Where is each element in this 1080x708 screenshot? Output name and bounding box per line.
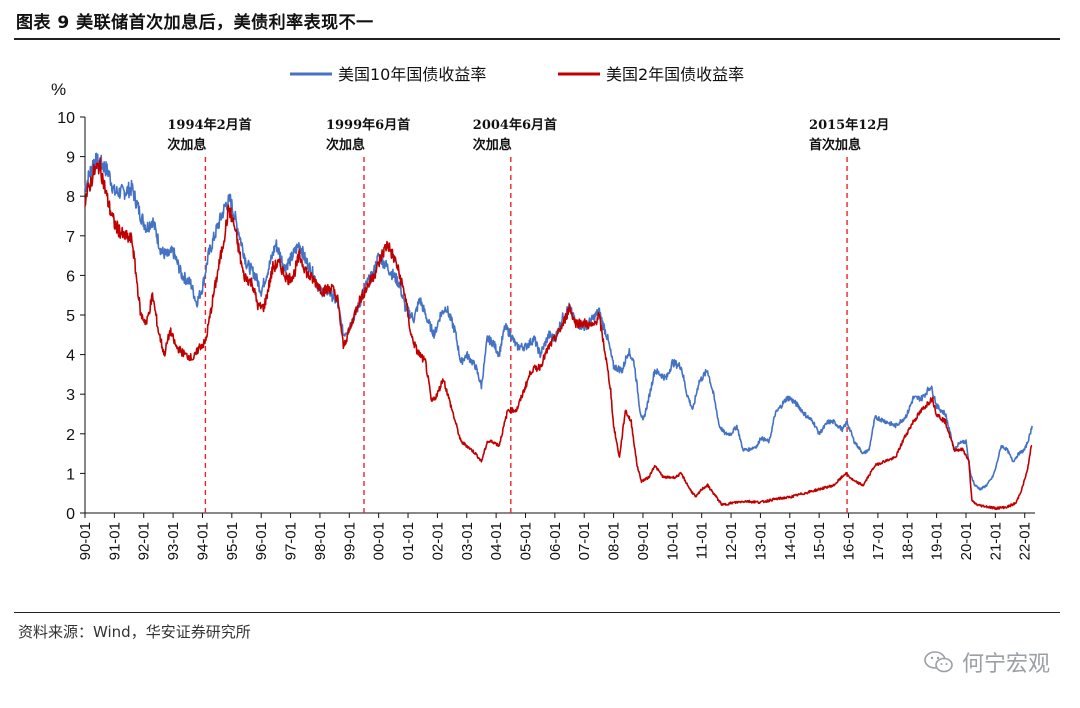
chart-axes: % 0 1 2 3 4 5 6 7 8 9 10 90-01 91-01 92-01 93-01 94-01 95…: [51, 80, 1035, 560]
figure-title: 图表 9 美联储首次加息后，美债利率表现不一: [16, 13, 374, 33]
x-tick-label: 05-01: [517, 522, 534, 560]
hike-annotation-text: 1994年2月首: [167, 117, 251, 133]
x-tick-label: 96-01: [253, 522, 270, 560]
y-tick-label: 9: [66, 150, 75, 167]
x-tick-label: 06-01: [547, 522, 564, 560]
x-tick-label: 17-01: [870, 522, 887, 560]
x-tick-label: 16-01: [841, 522, 858, 560]
legend-label: 美国10年国债收益率: [338, 65, 486, 84]
y-tick-label: 10: [57, 110, 75, 127]
x-tick-label: 13-01: [752, 522, 769, 560]
x-tick-label: 14-01: [782, 522, 799, 560]
wechat-icon: [924, 651, 953, 673]
hike-annotation-text: 首次加息: [809, 137, 861, 153]
y-tick-label: 1: [66, 466, 75, 483]
series-line: [84, 157, 1033, 511]
source-note: 资料来源：Wind，华安证券研究所: [18, 623, 251, 641]
x-tick-label: 07-01: [576, 522, 593, 560]
hike-annotation-text: 2004年6月首: [473, 117, 557, 133]
x-tick-label: 99-01: [341, 522, 358, 560]
hike-annotation-text: 次加息: [326, 137, 365, 153]
x-tick-label: 21-01: [987, 522, 1004, 560]
y-tick-label: 3: [66, 387, 75, 404]
hike-annotation-text: 次加息: [473, 137, 512, 153]
x-tick-label: 94-01: [194, 522, 211, 560]
legend-label: 美国2年国债收益率: [606, 65, 744, 84]
y-axis-unit: %: [51, 80, 66, 99]
x-tick-label: 00-01: [371, 522, 388, 560]
yield-line-chart: % 0 1 2 3 4 5 6 7 8 9 10 90-01 91-01 92-01 93-01 94-01 95…: [51, 65, 1035, 560]
series-lines: [84, 152, 1033, 511]
bottom-rule: [14, 612, 1060, 613]
x-tick-label: 03-01: [459, 522, 476, 560]
x-tick-label: 15-01: [811, 522, 828, 560]
x-tick-label: 04-01: [488, 522, 505, 560]
y-tick-label: 7: [66, 229, 75, 246]
watermark: 何宁宏观: [924, 646, 1050, 678]
x-tick-label: 10-01: [664, 522, 681, 560]
x-tick-label: 92-01: [136, 522, 153, 560]
x-tick-label: 98-01: [312, 522, 329, 560]
y-tick-label: 0: [66, 506, 75, 523]
watermark-text: 何宁宏观: [961, 652, 1050, 677]
series-line: [84, 152, 1033, 491]
x-tick-label: 95-01: [224, 522, 241, 560]
hike-annotations: 1994年2月首次加息1999年6月首次加息2004年6月首次加息2015年12…: [167, 117, 889, 513]
y-tick-label: 6: [66, 268, 75, 285]
x-tick-label: 90-01: [77, 522, 94, 560]
x-tick-label: 97-01: [283, 522, 300, 560]
x-tick-label: 22-01: [1017, 522, 1034, 560]
y-tick-label: 4: [66, 348, 75, 365]
x-tick-label: 12-01: [723, 522, 740, 560]
x-tick-label: 11-01: [694, 522, 711, 559]
x-tick-label: 01-01: [400, 522, 417, 560]
x-tick-label: 08-01: [606, 522, 623, 560]
hike-annotation-text: 次加息: [167, 137, 206, 153]
y-tick-label: 2: [66, 427, 75, 444]
y-tick-label: 8: [66, 189, 75, 206]
top-rule: [14, 38, 1060, 40]
x-tick-label: 91-01: [106, 522, 123, 560]
x-tick-label: 09-01: [635, 522, 652, 560]
y-tick-label: 5: [66, 308, 75, 325]
chart-legend: 美国10年国债收益率 美国2年国债收益率: [290, 65, 744, 84]
x-tick-label: 93-01: [165, 522, 182, 560]
x-tick-label: 02-01: [429, 522, 446, 560]
hike-annotation-text: 2015年12月: [809, 117, 889, 133]
x-tick-label: 18-01: [899, 522, 916, 560]
x-tick-label: 19-01: [929, 522, 946, 560]
x-tick-label: 20-01: [958, 522, 975, 560]
hike-annotation-text: 1999年6月首: [326, 117, 410, 133]
